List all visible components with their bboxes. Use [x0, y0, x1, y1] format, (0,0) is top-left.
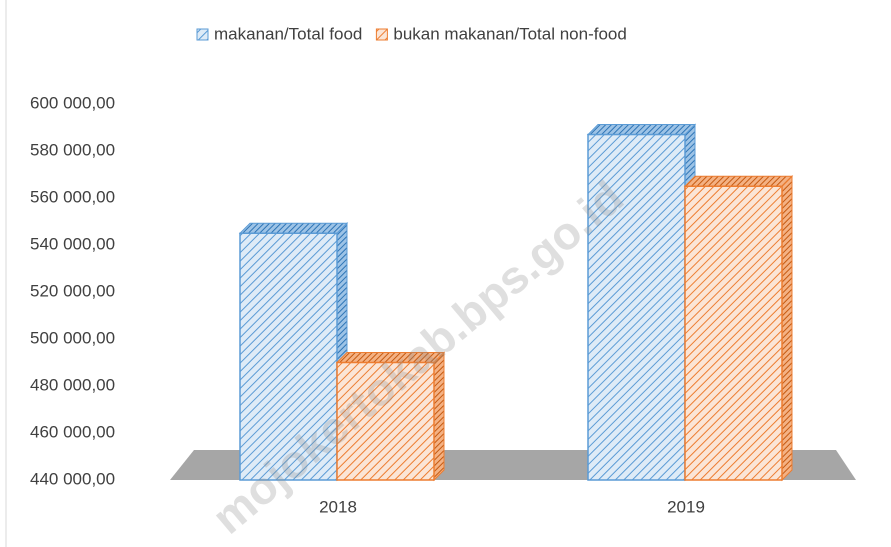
bar [684, 185, 783, 481]
y-tick-label: 580 000,00 [30, 140, 115, 159]
bar [336, 361, 435, 481]
bar-top [238, 222, 349, 234]
x-tick-label: 2019 [667, 497, 705, 516]
y-tick-label: 500 000,00 [30, 328, 115, 347]
bar-side [781, 175, 793, 482]
bar-top [683, 175, 794, 187]
bar [239, 232, 338, 481]
y-tick-label: 480 000,00 [30, 375, 115, 394]
y-tick-label: 440 000,00 [30, 469, 115, 488]
legend-label: makanan/Total food [214, 24, 362, 43]
bar [587, 133, 686, 481]
y-tick-label: 540 000,00 [30, 234, 115, 253]
bar-top [586, 124, 697, 136]
legend-label: bukan makanan/Total non-food [393, 24, 626, 43]
legend-swatch [196, 28, 209, 41]
y-tick-label: 520 000,00 [30, 281, 115, 300]
y-tick-label: 560 000,00 [30, 187, 115, 206]
y-tick-label: 460 000,00 [30, 422, 115, 441]
y-tick-label: 600 000,00 [30, 93, 115, 112]
x-tick-label: 2018 [319, 497, 357, 516]
legend-swatch [375, 28, 388, 41]
